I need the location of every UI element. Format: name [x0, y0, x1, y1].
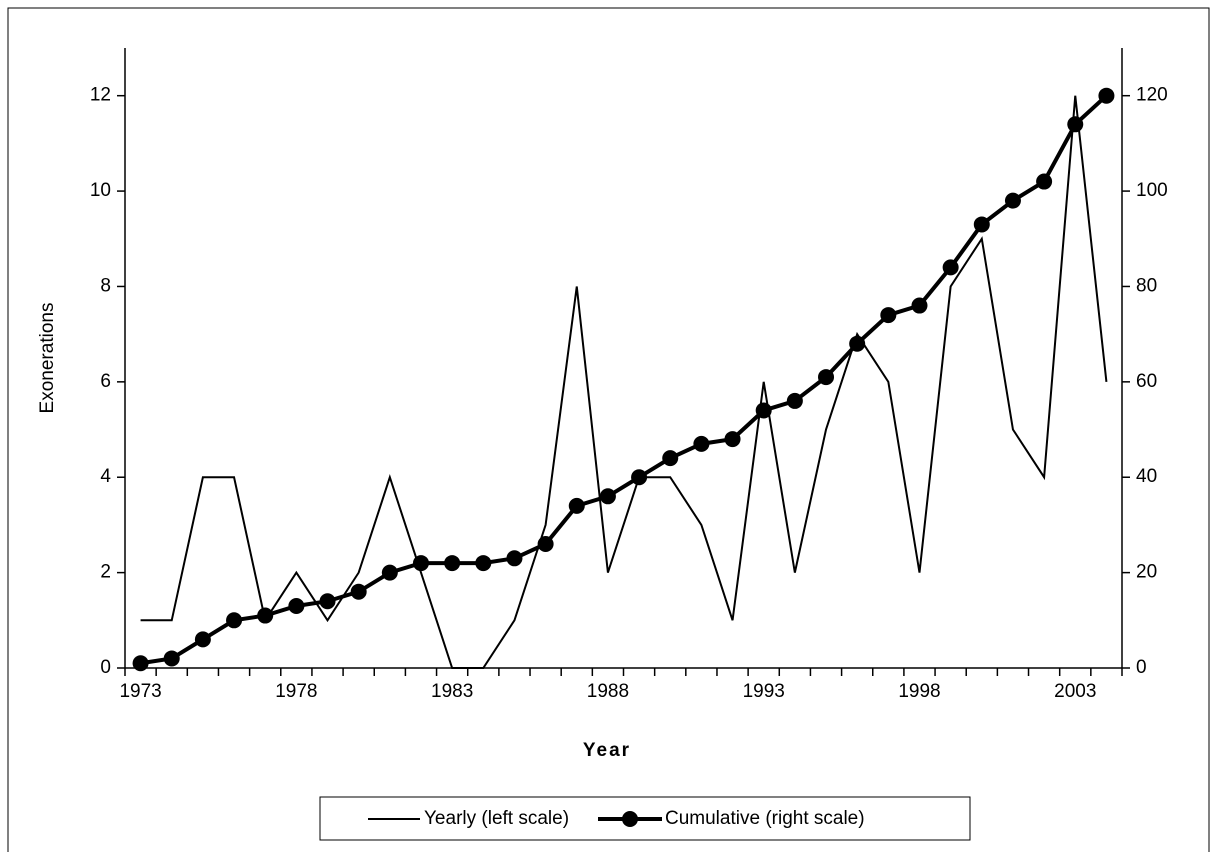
- marker: [381, 564, 398, 581]
- y2-tick-label: 20: [1136, 562, 1157, 583]
- marker: [1067, 116, 1084, 133]
- marker: [506, 550, 523, 567]
- x-tick-label: 1993: [743, 681, 785, 702]
- marker: [1004, 192, 1021, 209]
- y2-tick-label: 120: [1136, 85, 1168, 106]
- x-axis-title: Year: [583, 740, 631, 761]
- marker: [226, 612, 243, 629]
- y2-tick-label: 40: [1136, 466, 1157, 487]
- marker: [475, 555, 492, 572]
- marker: [880, 307, 897, 324]
- y-tick-label: 0: [100, 657, 111, 678]
- x-tick-label: 1983: [431, 681, 473, 702]
- x-tick-label: 1988: [587, 681, 629, 702]
- marker: [662, 450, 679, 467]
- yearly-line: [140, 95, 1108, 669]
- chart-frame: [7, 7, 1210, 852]
- marker: [1098, 87, 1115, 104]
- marker: [194, 631, 211, 648]
- y-tick-label: 2: [100, 562, 111, 583]
- y2-tick-label: 60: [1136, 371, 1157, 392]
- y-tick-label: 10: [90, 180, 111, 201]
- marker: [755, 402, 772, 419]
- y2-tick-label: 80: [1136, 275, 1157, 296]
- legend-marker: [622, 811, 638, 827]
- y-tick-label: 12: [90, 85, 111, 106]
- marker: [537, 536, 554, 552]
- marker: [444, 555, 461, 572]
- cumulative-line: [140, 94, 1108, 666]
- x-tick-label: 1998: [898, 681, 940, 702]
- marker: [724, 431, 741, 448]
- marker: [568, 497, 585, 514]
- y-axis-title: Exonerations: [37, 303, 58, 414]
- marker: [631, 469, 648, 486]
- y2-tick-label: 0: [1136, 657, 1147, 678]
- marker: [911, 297, 928, 314]
- marker: [163, 650, 180, 667]
- marker: [786, 392, 803, 409]
- legend-label: Yearly (left scale): [424, 808, 569, 829]
- marker: [599, 488, 616, 505]
- y-tick-label: 6: [100, 371, 111, 392]
- marker: [319, 593, 336, 610]
- x-tick-label: 2003: [1054, 681, 1096, 702]
- x-tick-label: 1973: [119, 681, 161, 702]
- marker: [1036, 173, 1053, 190]
- marker: [412, 555, 429, 572]
- y-tick-label: 8: [100, 275, 111, 296]
- marker: [288, 598, 305, 614]
- marker: [350, 583, 367, 600]
- marker: [973, 216, 990, 233]
- marker: [818, 369, 835, 386]
- y2-tick-label: 100: [1136, 180, 1168, 201]
- marker: [849, 335, 866, 352]
- marker: [942, 259, 959, 276]
- y-tick-label: 4: [100, 466, 111, 487]
- legend-label: Cumulative (right scale): [665, 808, 865, 829]
- marker: [693, 435, 710, 452]
- marker: [257, 607, 274, 624]
- marker: [132, 655, 149, 672]
- x-tick-label: 1978: [275, 681, 317, 702]
